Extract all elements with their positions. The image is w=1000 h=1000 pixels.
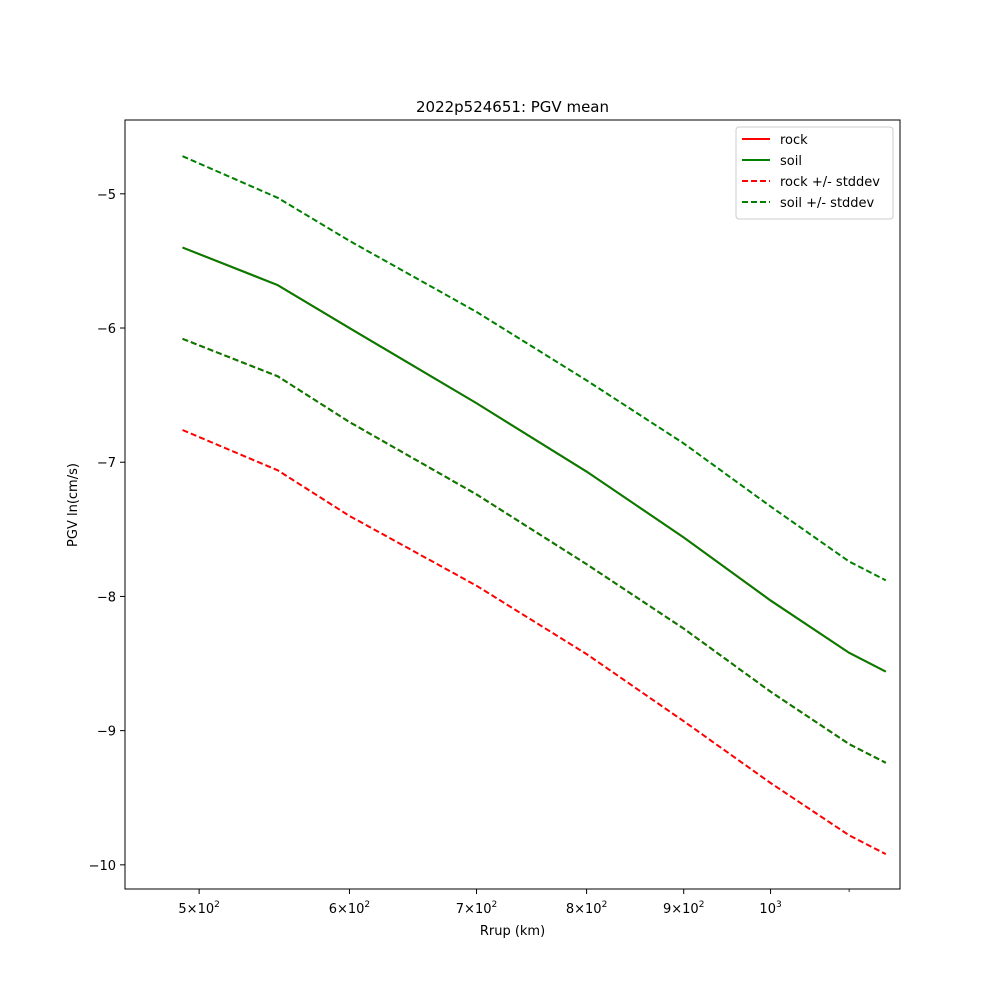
y-axis-label: PGV ln(cm/s) (66, 463, 81, 547)
axes-frame (124, 119, 901, 890)
series-line-4 (182, 429, 887, 855)
y-tick-label-4: −9 (97, 725, 116, 740)
x-tick-label-0: 5×102 (178, 900, 219, 917)
legend-label-3: soil +/- stddev (780, 196, 875, 211)
series-line-3 (182, 337, 887, 764)
y-tick-label-5: −10 (89, 859, 116, 874)
x-tick-label-2: 7×102 (456, 900, 497, 917)
x-tick-label-3: 8×102 (566, 900, 607, 917)
legend-box (735, 126, 894, 220)
y-tick-label-0: −5 (97, 188, 116, 203)
x-tick-label-1: 6×102 (329, 900, 370, 917)
x-tick-label-4: 9×102 (663, 900, 704, 917)
y-tick-label-2: −7 (97, 456, 116, 471)
legend: rock soil rock +/- stddev soil +/- stddev (735, 126, 894, 220)
plot-area: 5×102 6×102 7×102 8×102 9×102 103 −5 −6 −7 −8 −9 −1… (89, 119, 901, 917)
legend-label-1: soil (780, 154, 802, 169)
x-axis-label: Rrup (km) (480, 924, 545, 939)
y-tick-label-1: −6 (97, 322, 116, 337)
series-line-1 (182, 246, 887, 673)
x-tick-label-5: 103 (759, 900, 781, 917)
series-line-5 (182, 155, 887, 582)
legend-label-2: rock +/- stddev (780, 175, 880, 190)
y-tick-label-3: −8 (97, 590, 116, 605)
legend-label-0: rock (780, 133, 808, 148)
chart-title: 2022p524651: PGV mean (416, 98, 609, 116)
